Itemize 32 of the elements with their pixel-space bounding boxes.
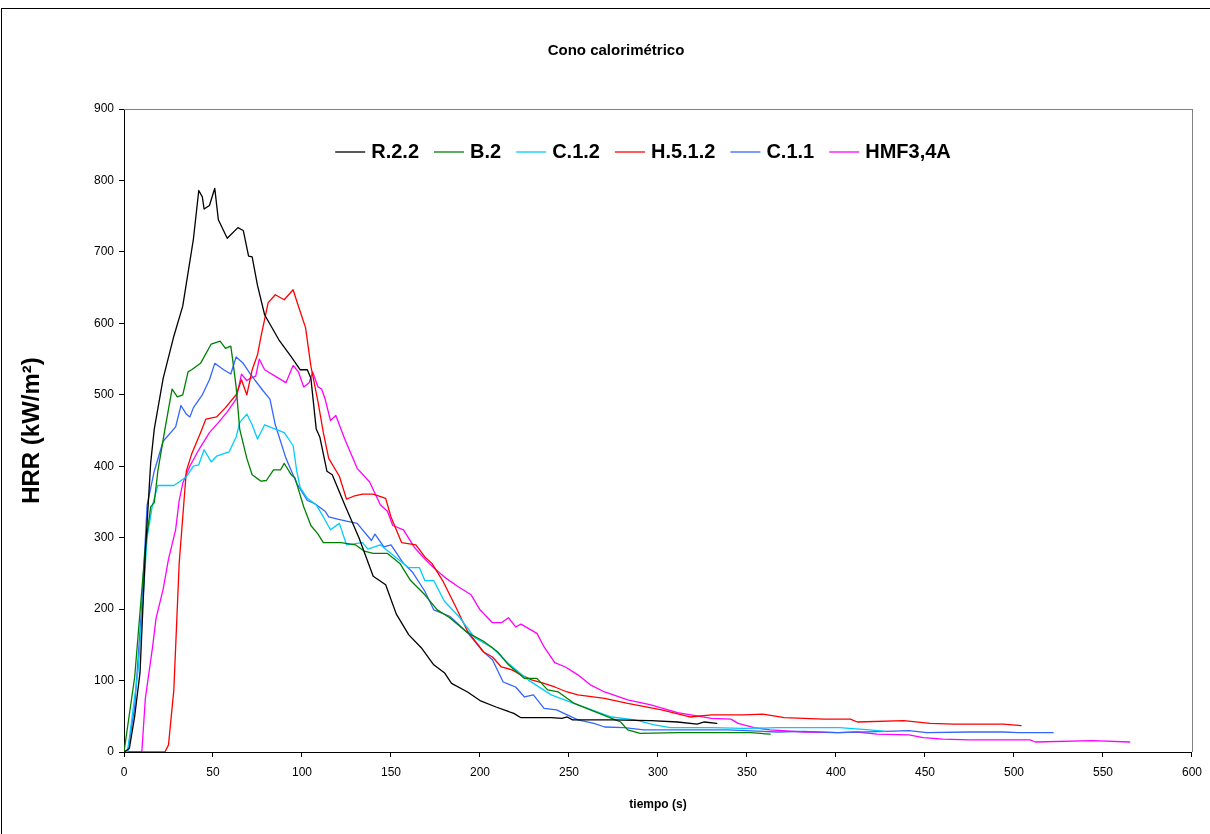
legend-label: HMF3,4A [865,139,951,162]
legend-label: H.5.1.2 [650,139,716,162]
x-tick-label: 350 [736,764,758,779]
y-tick-label: 800 [93,172,115,187]
y-tick-label: 400 [93,458,115,473]
x-tick-label: 50 [206,764,220,779]
y-tick-label: 700 [93,244,115,259]
y-tick-label: 300 [93,529,115,544]
legend-label: C.1.1 [766,139,815,162]
x-tick-label: 400 [825,764,847,779]
y-axis-title: HRR (kW/m²) [17,357,45,504]
x-tick-label: 250 [558,764,580,779]
legend-label: R.2.2 [371,139,420,162]
y-tick-label: 500 [93,387,115,402]
x-tick-label: 500 [1003,764,1025,779]
legend-label: C.1.2 [552,139,600,162]
x-tick-label: 600 [1181,764,1203,779]
x-axis-title: tiempo (s) [629,797,687,812]
x-tick-label: 150 [380,764,402,779]
y-tick-label: 600 [93,315,115,330]
legend-label: B.2 [470,139,502,162]
x-tick-label: 300 [647,764,669,779]
x-tick-label: 100 [291,764,313,779]
y-tick-label: 900 [93,101,115,116]
y-tick-label: 200 [93,601,115,616]
x-tick-label: 200 [469,764,491,779]
x-tick-label: 550 [1092,764,1114,779]
y-tick-label: 0 [107,744,115,759]
y-tick-label: 100 [93,672,115,687]
x-tick-label: 450 [914,764,936,779]
x-tick-label: 0 [120,764,128,779]
chart-title: Cono calorimétrico [547,41,685,59]
